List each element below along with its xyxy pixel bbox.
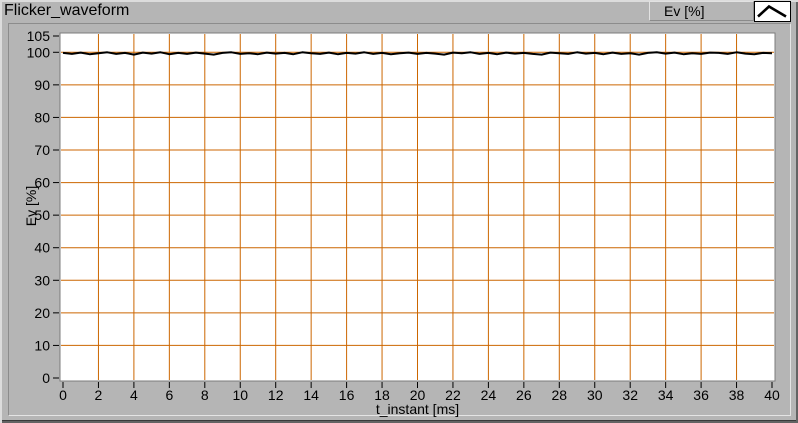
plot-line-sample[interactable] — [754, 1, 791, 22]
y-axis-label: Ev [%] — [23, 185, 39, 227]
plot-legend[interactable]: Ev [%] — [649, 1, 754, 21]
page-title: Flicker_waveform — [4, 2, 130, 19]
legend-plot-name: Ev [%] — [664, 3, 705, 19]
chart-panel — [8, 23, 791, 416]
line-style-icon — [757, 4, 787, 18]
x-axis-label: t_instant [ms] — [375, 401, 460, 417]
